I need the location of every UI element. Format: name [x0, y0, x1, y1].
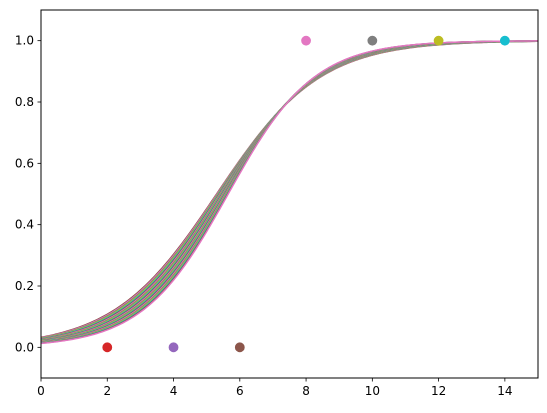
data-point: [234, 342, 245, 353]
x-tick-label: 8: [302, 384, 310, 398]
x-axis: 0 2 4 6 8 10 12 14: [37, 378, 513, 398]
curves-layer: [41, 40, 538, 345]
y-tick-label: 0.2: [15, 279, 34, 293]
data-point: [499, 35, 510, 46]
y-tick-label: 1.0: [15, 34, 34, 48]
y-tick-label: 0.6: [15, 156, 34, 170]
data-point: [433, 35, 444, 46]
x-tick-label: 10: [365, 384, 380, 398]
x-tick-label: 6: [236, 384, 244, 398]
plot-frame: [40, 9, 539, 379]
x-tick-label: 4: [170, 384, 178, 398]
points-layer: [102, 35, 510, 353]
x-tick-label: 0: [37, 384, 45, 398]
data-point: [301, 35, 311, 46]
fit-curve: [41, 40, 538, 345]
x-tick-label: 2: [103, 384, 111, 398]
y-tick-label: 0.8: [15, 95, 34, 109]
x-tick-label: 12: [431, 384, 446, 398]
y-tick-label: 0.4: [15, 218, 34, 232]
x-tick-label: 14: [497, 384, 512, 398]
data-point: [102, 342, 113, 353]
y-axis: 0.0 0.2 0.4 0.6 0.8 1.0: [15, 34, 41, 354]
y-tick-label: 0.0: [15, 340, 34, 354]
data-point: [168, 342, 179, 353]
data-point: [367, 35, 378, 46]
